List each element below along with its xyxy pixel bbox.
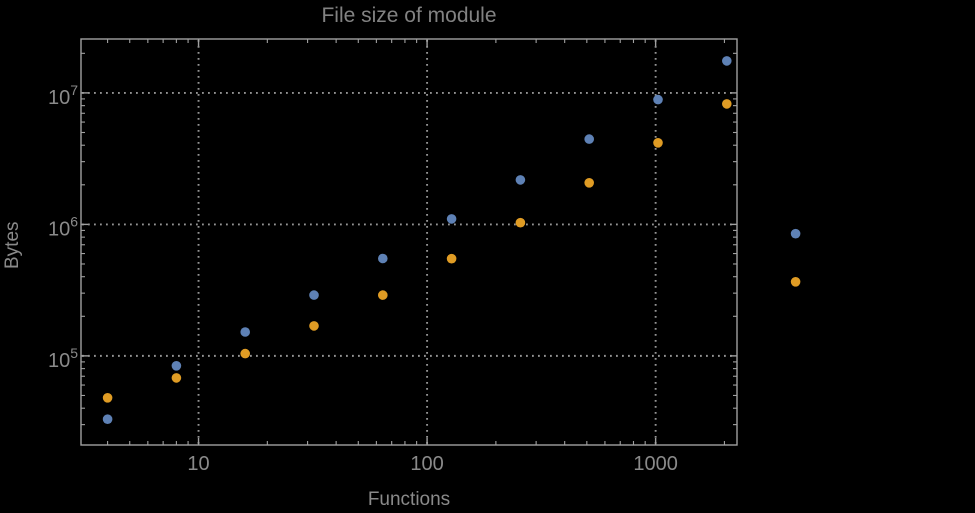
data-point-orange [240, 348, 250, 359]
plot-frame [80, 38, 738, 446]
data-point-blue [309, 290, 319, 300]
chart-title: File size of module [321, 4, 497, 27]
data-point-orange [102, 393, 113, 403]
data-point-blue [102, 414, 113, 425]
y-tick-label: 105 [48, 345, 78, 372]
y-tick-label: 107 [48, 82, 78, 109]
data-point-orange [446, 253, 457, 264]
data-point-blue [171, 361, 182, 371]
data-point-blue [240, 327, 250, 337]
data-point-orange [171, 373, 182, 383]
data-point-orange [653, 138, 663, 148]
data-point-blue [446, 214, 457, 224]
data-point-orange [790, 277, 801, 287]
data-point-orange [722, 99, 732, 109]
data-point-blue [515, 175, 526, 185]
data-point-blue [722, 56, 732, 66]
data-point-blue [378, 253, 388, 264]
x-tick-label: 100 [410, 453, 443, 475]
data-point-blue [790, 228, 801, 239]
data-point-blue [584, 134, 594, 144]
y-tick-label: 106 [48, 213, 78, 240]
x-tick-label: 10 [187, 453, 209, 475]
data-point-orange [584, 178, 594, 188]
data-point-blue [653, 94, 663, 105]
x-tick-label: 1000 [633, 453, 678, 475]
data-point-orange [515, 217, 526, 228]
x-axis-label: Functions [367, 489, 451, 510]
data-point-orange [309, 321, 319, 331]
data-point-orange [378, 290, 388, 300]
y-axis-label: Bytes [2, 221, 23, 269]
